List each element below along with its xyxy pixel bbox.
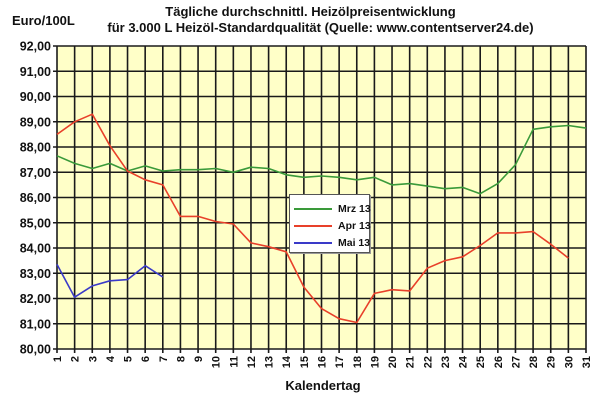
x-tick-label: 15 [299,356,311,368]
y-tick-label: 90,00 [20,90,51,104]
x-tick-label: 31 [581,356,593,368]
x-tick-label: 18 [352,356,364,368]
y-axis-ticks: 80,00 81,00 82,00 83,00 84,00 85,00 86,00 87,00… [20,40,51,357]
y-tick-label: 89,00 [20,115,51,129]
x-axis-ticks: 1 2 3 4 5 6 7 8 9 10 11 12 13 14 15 16 17 18 19 20 21 22 23 24 2… [52,355,593,368]
x-tick-label: 9 [193,356,205,362]
y-tick-label: 84,00 [20,242,51,256]
x-tick-label: 24 [458,355,470,368]
x-tick-label: 25 [475,356,487,368]
y-tick-label: 85,00 [20,216,51,230]
x-tick-label: 21 [405,356,417,368]
y-tick-label: 80,00 [20,343,51,357]
legend-swatch-mai [294,242,332,244]
x-tick-label: 27 [510,356,522,368]
x-tick-label: 6 [140,356,152,362]
x-tick-label: 1 [52,356,64,362]
legend-label: Mrz 13 [338,203,371,215]
legend-swatch-apr [294,225,332,227]
series-line-mai-13 [56,264,164,299]
y-tick-label: 91,00 [20,65,51,79]
x-tick-label: 5 [123,356,135,362]
x-tick-label: 19 [369,356,381,368]
x-tick-label: 14 [281,355,293,368]
x-tick-label: 22 [422,356,434,368]
legend-label: Mai 13 [338,237,371,249]
x-tick-label: 28 [528,356,540,368]
chart-title-line1: Tägliche durchschnittl. Heizölpreisentwi… [165,4,456,19]
x-tick-label: 8 [175,356,187,362]
x-tick-label: 23 [440,356,452,368]
x-tick-label: 2 [70,356,82,362]
x-tick-label: 16 [317,356,329,368]
x-tick-label: 12 [246,356,258,368]
y-tick-label: 87,00 [20,166,51,180]
legend-swatch-mrz [294,208,332,210]
y-tick-label: 82,00 [20,292,51,306]
x-tick-label: 10 [211,356,223,368]
legend-label: Apr 13 [338,220,371,232]
legend-item-mai: Mai 13 [294,236,370,250]
x-tick-label: 11 [228,356,240,368]
series-line-apr-13 [56,113,569,324]
series-line-mrz-13 [56,124,587,195]
x-tick-label: 17 [334,356,346,368]
legend-item-mrz: Mrz 13 [294,202,371,216]
y-tick-label: 83,00 [20,267,51,281]
y-tick-label: 88,00 [20,141,51,155]
x-axis-label: Kalendertag [285,378,361,393]
x-tick-label: 4 [105,355,117,362]
x-tick-label: 7 [158,356,170,362]
y-tick-label: 92,00 [20,40,51,54]
grid-lines [53,45,587,353]
y-tick-label: 86,00 [20,191,51,205]
chart-title-line2: für 3.000 L Heizöl-Standardqualität (Que… [107,20,534,35]
x-tick-label: 13 [264,356,276,368]
x-tick-label: 3 [87,356,99,362]
data-series [56,113,587,324]
x-tick-label: 20 [387,356,399,368]
x-tick-label: 29 [546,356,558,368]
y-axis-unit: Euro/100L [12,13,75,28]
chart-legend: Mrz 13 Apr 13 Mai 13 [289,194,371,253]
x-tick-label: 30 [563,356,575,368]
legend-item-apr: Apr 13 [294,219,371,233]
x-tick-label: 26 [493,356,505,368]
y-tick-label: 81,00 [20,317,51,331]
